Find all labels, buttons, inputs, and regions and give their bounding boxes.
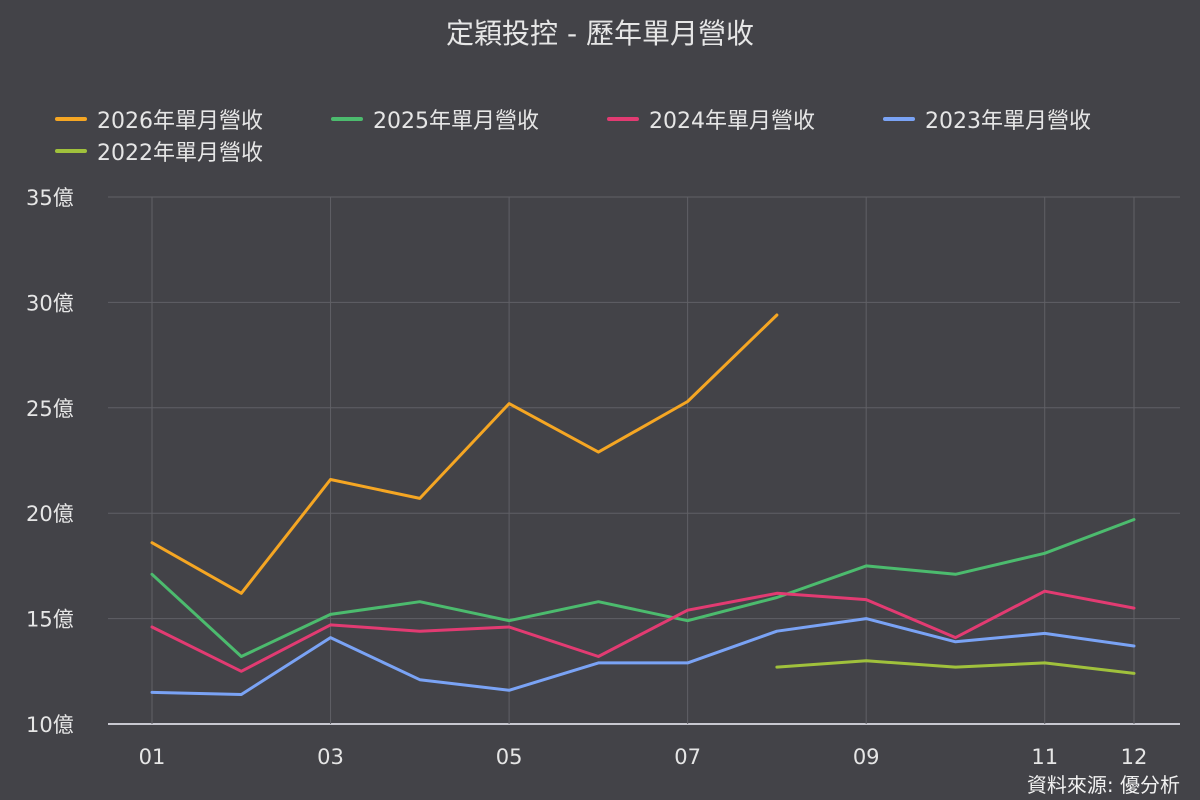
legend-swatch xyxy=(331,117,363,121)
series-line xyxy=(150,313,779,595)
y-tick-label: 10億 xyxy=(26,713,74,737)
series-line xyxy=(150,589,1136,673)
legend-item[interactable]: 2022年單月營收 xyxy=(55,136,331,166)
legend-item[interactable]: 2024年單月營收 xyxy=(607,104,883,134)
legend-swatch xyxy=(55,149,87,153)
legend-label: 2026年單月營收 xyxy=(97,109,263,134)
source-note: 資料來源: 優分析 xyxy=(1026,773,1180,797)
chart-title: 定穎投控 - 歷年單月營收 xyxy=(446,17,754,50)
series-line xyxy=(775,659,1136,675)
x-tick-label: 07 xyxy=(674,745,701,769)
legend-label: 2024年單月營收 xyxy=(649,109,815,134)
legend-item[interactable]: 2023年單月營收 xyxy=(883,104,1159,134)
legend-item[interactable]: 2025年單月營收 xyxy=(331,104,607,134)
x-tick-label: 03 xyxy=(317,745,344,769)
x-tick-label: 01 xyxy=(139,745,166,769)
series-line xyxy=(150,518,1136,658)
legend-label: 2022年單月營收 xyxy=(97,141,263,166)
y-tick-label: 25億 xyxy=(26,397,74,421)
chart-legend: 2026年單月營收 2025年單月營收 2024年單月營收 2023年單月營收 2022… xyxy=(55,104,1175,166)
x-tick-label: 12 xyxy=(1121,745,1148,769)
y-tick-label: 15億 xyxy=(26,608,74,632)
legend-label: 2025年單月營收 xyxy=(373,109,539,134)
x-tick-label: 11 xyxy=(1031,745,1058,769)
y-tick-label: 30億 xyxy=(26,291,74,315)
legend-swatch xyxy=(55,117,87,121)
legend-item[interactable]: 2026年單月營收 xyxy=(55,104,331,134)
y-tick-label: 20億 xyxy=(26,502,74,526)
x-tick-label: 09 xyxy=(853,745,880,769)
legend-swatch xyxy=(883,117,915,121)
legend-swatch xyxy=(607,117,639,121)
series-line xyxy=(150,617,1136,696)
x-tick-label: 05 xyxy=(496,745,523,769)
y-tick-label: 35億 xyxy=(26,186,74,210)
legend-label: 2023年單月營收 xyxy=(925,109,1091,134)
